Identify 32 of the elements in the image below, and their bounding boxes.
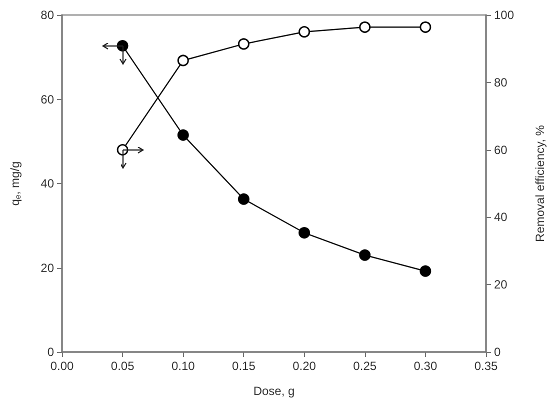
x-tick-label: 0.35 (474, 359, 498, 373)
y-tick-label: 80 (40, 8, 54, 22)
y2-tick-label: 100 (494, 8, 514, 22)
x-tick-label: 0.20 (292, 359, 316, 373)
point (238, 38, 250, 50)
y-axis-title: qe, mg/g (8, 161, 22, 206)
x-tick-label: 0.30 (414, 359, 438, 373)
x-tick-label: 0.00 (50, 359, 74, 373)
x-tick-label: 0.25 (353, 359, 377, 373)
y2-tick-label: 60 (494, 142, 508, 157)
point (359, 21, 371, 33)
y-tick-label: 60 (40, 92, 54, 106)
point (177, 54, 189, 66)
point (238, 193, 250, 205)
point (298, 26, 310, 38)
y-tick-label: 40 (40, 176, 54, 190)
x-tick-label: 0.05 (110, 359, 135, 373)
point (420, 21, 432, 33)
point (359, 249, 371, 261)
y2-tick-label: 80 (494, 75, 508, 90)
x-tick-label: 0.15 (232, 359, 256, 373)
y2-tick-label: 0 (494, 345, 501, 359)
point (298, 227, 310, 239)
point (420, 265, 432, 277)
x-axis-title: Dose, g (253, 384, 295, 398)
y-tick-label: 20 (40, 260, 54, 275)
x-tick-label: 0.10 (171, 359, 196, 373)
y2-tick-label: 40 (494, 210, 508, 224)
y-tick-label: 0 (47, 345, 54, 359)
y2-tick-label: 20 (494, 278, 508, 292)
y2-axis-title: Removal efficiency, % (533, 124, 547, 242)
point (177, 129, 189, 141)
